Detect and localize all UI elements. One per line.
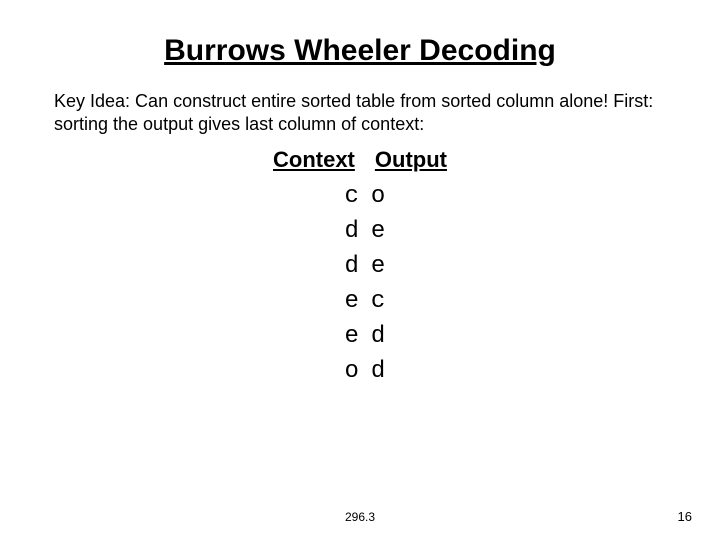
context-output-table: Context Output c o d e d e e: [263, 145, 457, 389]
col-header-context: Context: [263, 145, 365, 179]
table-row: c o: [263, 179, 457, 214]
cell-output: c: [365, 284, 457, 319]
slide-title: Burrows Wheeler Decoding: [54, 34, 666, 68]
col-header-output: Output: [365, 145, 457, 179]
cell-output: o: [365, 179, 457, 214]
footer-page-number: 16: [678, 509, 692, 524]
table-row: e c: [263, 284, 457, 319]
table-row: d e: [263, 249, 457, 284]
cell-context: d: [263, 249, 365, 284]
slide: Burrows Wheeler Decoding Key Idea: Can c…: [0, 0, 720, 389]
table-row: e d: [263, 319, 457, 354]
cell-output: d: [365, 354, 457, 389]
cell-output: e: [365, 249, 457, 284]
cell-context: e: [263, 319, 365, 354]
cell-context: o: [263, 354, 365, 389]
cell-context: c: [263, 179, 365, 214]
footer-course-number: 296.3: [0, 510, 720, 524]
table-row: o d: [263, 354, 457, 389]
table-row: d e: [263, 214, 457, 249]
cell-context: e: [263, 284, 365, 319]
key-idea-text: Key Idea: Can construct entire sorted ta…: [54, 90, 666, 135]
cell-context: d: [263, 214, 365, 249]
cell-output: d: [365, 319, 457, 354]
table-wrap: Context Output c o d e d e e: [54, 145, 666, 389]
cell-output: e: [365, 214, 457, 249]
